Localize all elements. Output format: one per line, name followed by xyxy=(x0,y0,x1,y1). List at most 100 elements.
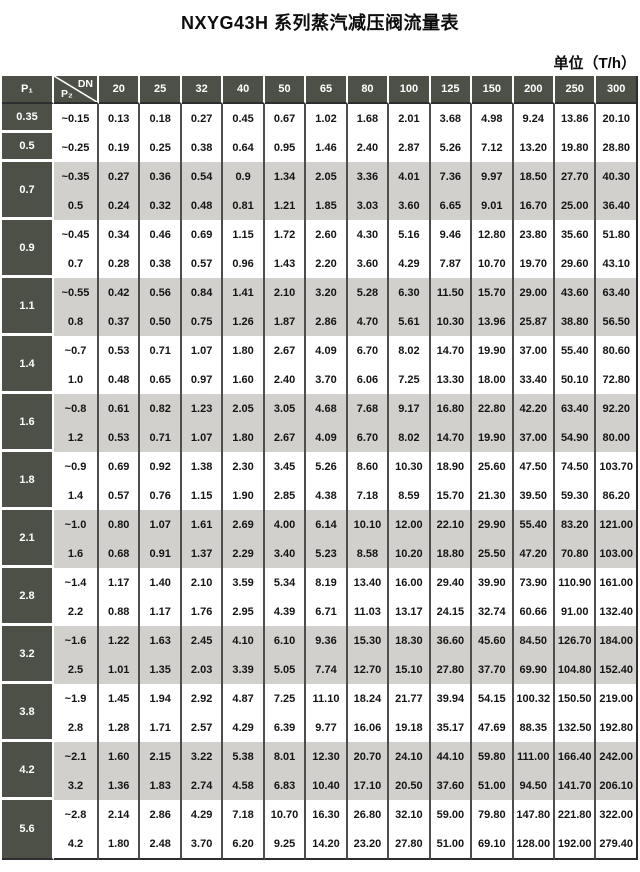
value-cell: 47.50 xyxy=(513,452,555,481)
value-cell: 32.74 xyxy=(472,597,514,626)
value-cell: 60.66 xyxy=(513,597,555,626)
value-cell: 86.20 xyxy=(596,481,638,510)
value-cell: 1.22 xyxy=(99,626,141,655)
value-cell: 3.36 xyxy=(347,162,390,191)
value-cell: 242.00 xyxy=(596,742,638,771)
value-cell: 1.83 xyxy=(140,771,182,800)
value-cell: 24.10 xyxy=(389,742,431,771)
value-cell: 9.97 xyxy=(472,162,514,191)
value-cell: 111.00 xyxy=(513,742,555,771)
value-cell: 1.87 xyxy=(264,307,307,336)
value-cell: 1.45 xyxy=(99,684,141,713)
value-cell: 0.81 xyxy=(223,191,265,220)
p2-cell: ~1.9 xyxy=(54,684,99,713)
value-cell: 3.60 xyxy=(347,249,390,278)
value-cell: 2.87 xyxy=(389,133,431,162)
value-cell: 23.80 xyxy=(513,220,555,249)
table-row: 3.2 ~1.6 1.22 1.63 2.45 4.10 6.10 9.36 15.30 18.3… xyxy=(2,626,638,684)
value-cell: 1.72 xyxy=(264,220,307,249)
value-cell: 29.90 xyxy=(472,510,514,539)
p2-cell: 3.2 xyxy=(54,771,99,800)
value-cell: 4.29 xyxy=(389,249,431,278)
value-cell: 0.97 xyxy=(181,365,224,394)
table-row: 1.6 ~0.8 0.61 0.82 1.23 2.05 3.05 4.68 7.68 9.17 1… xyxy=(2,394,638,452)
value-cell: 59.80 xyxy=(472,742,514,771)
value-cell: 2.30 xyxy=(223,452,265,481)
value-cell: 63.40 xyxy=(554,394,597,423)
value-cell: 0.68 xyxy=(99,539,141,568)
value-cell: 5.26 xyxy=(430,133,473,162)
p2-cell: 1.6 xyxy=(54,539,99,568)
value-cell: 206.10 xyxy=(596,771,638,800)
value-cell: 0.27 xyxy=(181,104,224,133)
value-cell: 0.34 xyxy=(99,220,141,249)
value-cell: 1.76 xyxy=(181,597,224,626)
value-cell: 51.00 xyxy=(472,771,514,800)
value-cell: 47.69 xyxy=(472,713,514,742)
p2-cell: ~1.6 xyxy=(54,626,99,655)
value-cell: 0.54 xyxy=(181,162,224,191)
value-cell: 25.87 xyxy=(513,307,555,336)
value-cell: 10.40 xyxy=(306,771,348,800)
value-cell: 2.10 xyxy=(181,568,224,597)
value-cell: 18.24 xyxy=(347,684,390,713)
value-cell: 4.39 xyxy=(264,597,307,626)
value-cell: 2.14 xyxy=(99,800,141,829)
value-cell: 43.60 xyxy=(554,278,597,307)
value-cell: 6.39 xyxy=(264,713,307,742)
value-cell: 104.80 xyxy=(554,655,597,684)
value-cell: 3.70 xyxy=(181,829,224,860)
header-row: P₁ DN P₂ 20 25 32 40 50 65 80 100 125 150 200 250 30… xyxy=(2,76,638,104)
value-cell: 7.12 xyxy=(472,133,514,162)
value-cell: 322.00 xyxy=(596,800,638,829)
value-cell: 36.40 xyxy=(596,191,638,220)
value-cell: 1.60 xyxy=(99,742,141,771)
p1-cell: 4.2 xyxy=(2,742,54,800)
p2-cell: 0.7 xyxy=(54,249,99,278)
dn-header-cell: 300 xyxy=(596,76,638,104)
value-cell: 16.70 xyxy=(513,191,555,220)
value-cell: 5.05 xyxy=(264,655,307,684)
value-cell: 0.46 xyxy=(140,220,182,249)
value-cell: 5.16 xyxy=(389,220,431,249)
value-cell: 2.86 xyxy=(306,307,348,336)
value-cell: 12.00 xyxy=(389,510,431,539)
value-cell: 15.30 xyxy=(347,626,390,655)
value-cell: 1.85 xyxy=(306,191,348,220)
value-cell: 4.30 xyxy=(347,220,390,249)
p2-cell: 0.8 xyxy=(54,307,99,336)
p1-cell: 1.1 xyxy=(2,278,54,336)
value-cell: 4.00 xyxy=(264,510,307,539)
value-cell: 8.19 xyxy=(306,568,348,597)
value-cell: 15.70 xyxy=(472,278,514,307)
value-cell: 219.00 xyxy=(596,684,638,713)
dn-header-cell: 150 xyxy=(472,76,514,104)
value-cell: 1.15 xyxy=(181,481,224,510)
value-cell: 1.41 xyxy=(223,278,265,307)
table-row: 1.2 0.53 0.71 1.07 1.80 2.67 4.09 6.70 8.02 14.70… xyxy=(2,423,638,452)
value-cell: 14.70 xyxy=(430,336,473,365)
value-cell: 2.15 xyxy=(140,742,182,771)
table-row: 1.4 ~0.7 0.53 0.71 1.07 1.80 2.67 4.09 6.70 8.02 1… xyxy=(2,336,638,394)
dn-label: DN xyxy=(77,78,93,90)
p2-cell: ~0.35 xyxy=(54,162,99,191)
value-cell: 59.30 xyxy=(554,481,597,510)
value-cell: 4.87 xyxy=(223,684,265,713)
dn-header-cell: 100 xyxy=(389,76,431,104)
value-cell: 1.17 xyxy=(99,568,141,597)
p2-cell: ~1.4 xyxy=(54,568,99,597)
value-cell: 4.29 xyxy=(181,800,224,829)
value-cell: 1.36 xyxy=(99,771,141,800)
p1-cell: 5.6 xyxy=(2,800,54,860)
value-cell: 70.80 xyxy=(554,539,597,568)
value-cell: 10.70 xyxy=(264,800,307,829)
table-row: 2.1 ~1.0 0.80 1.07 1.61 2.69 4.00 6.14 10.10 12.0… xyxy=(2,510,638,568)
p1-cell: 0.5 xyxy=(2,133,54,162)
value-cell: 4.58 xyxy=(223,771,265,800)
value-cell: 0.42 xyxy=(99,278,141,307)
value-cell: 56.50 xyxy=(596,307,638,336)
value-cell: 18.30 xyxy=(389,626,431,655)
value-cell: 221.80 xyxy=(554,800,597,829)
value-cell: 11.10 xyxy=(306,684,348,713)
value-cell: 152.40 xyxy=(596,655,638,684)
